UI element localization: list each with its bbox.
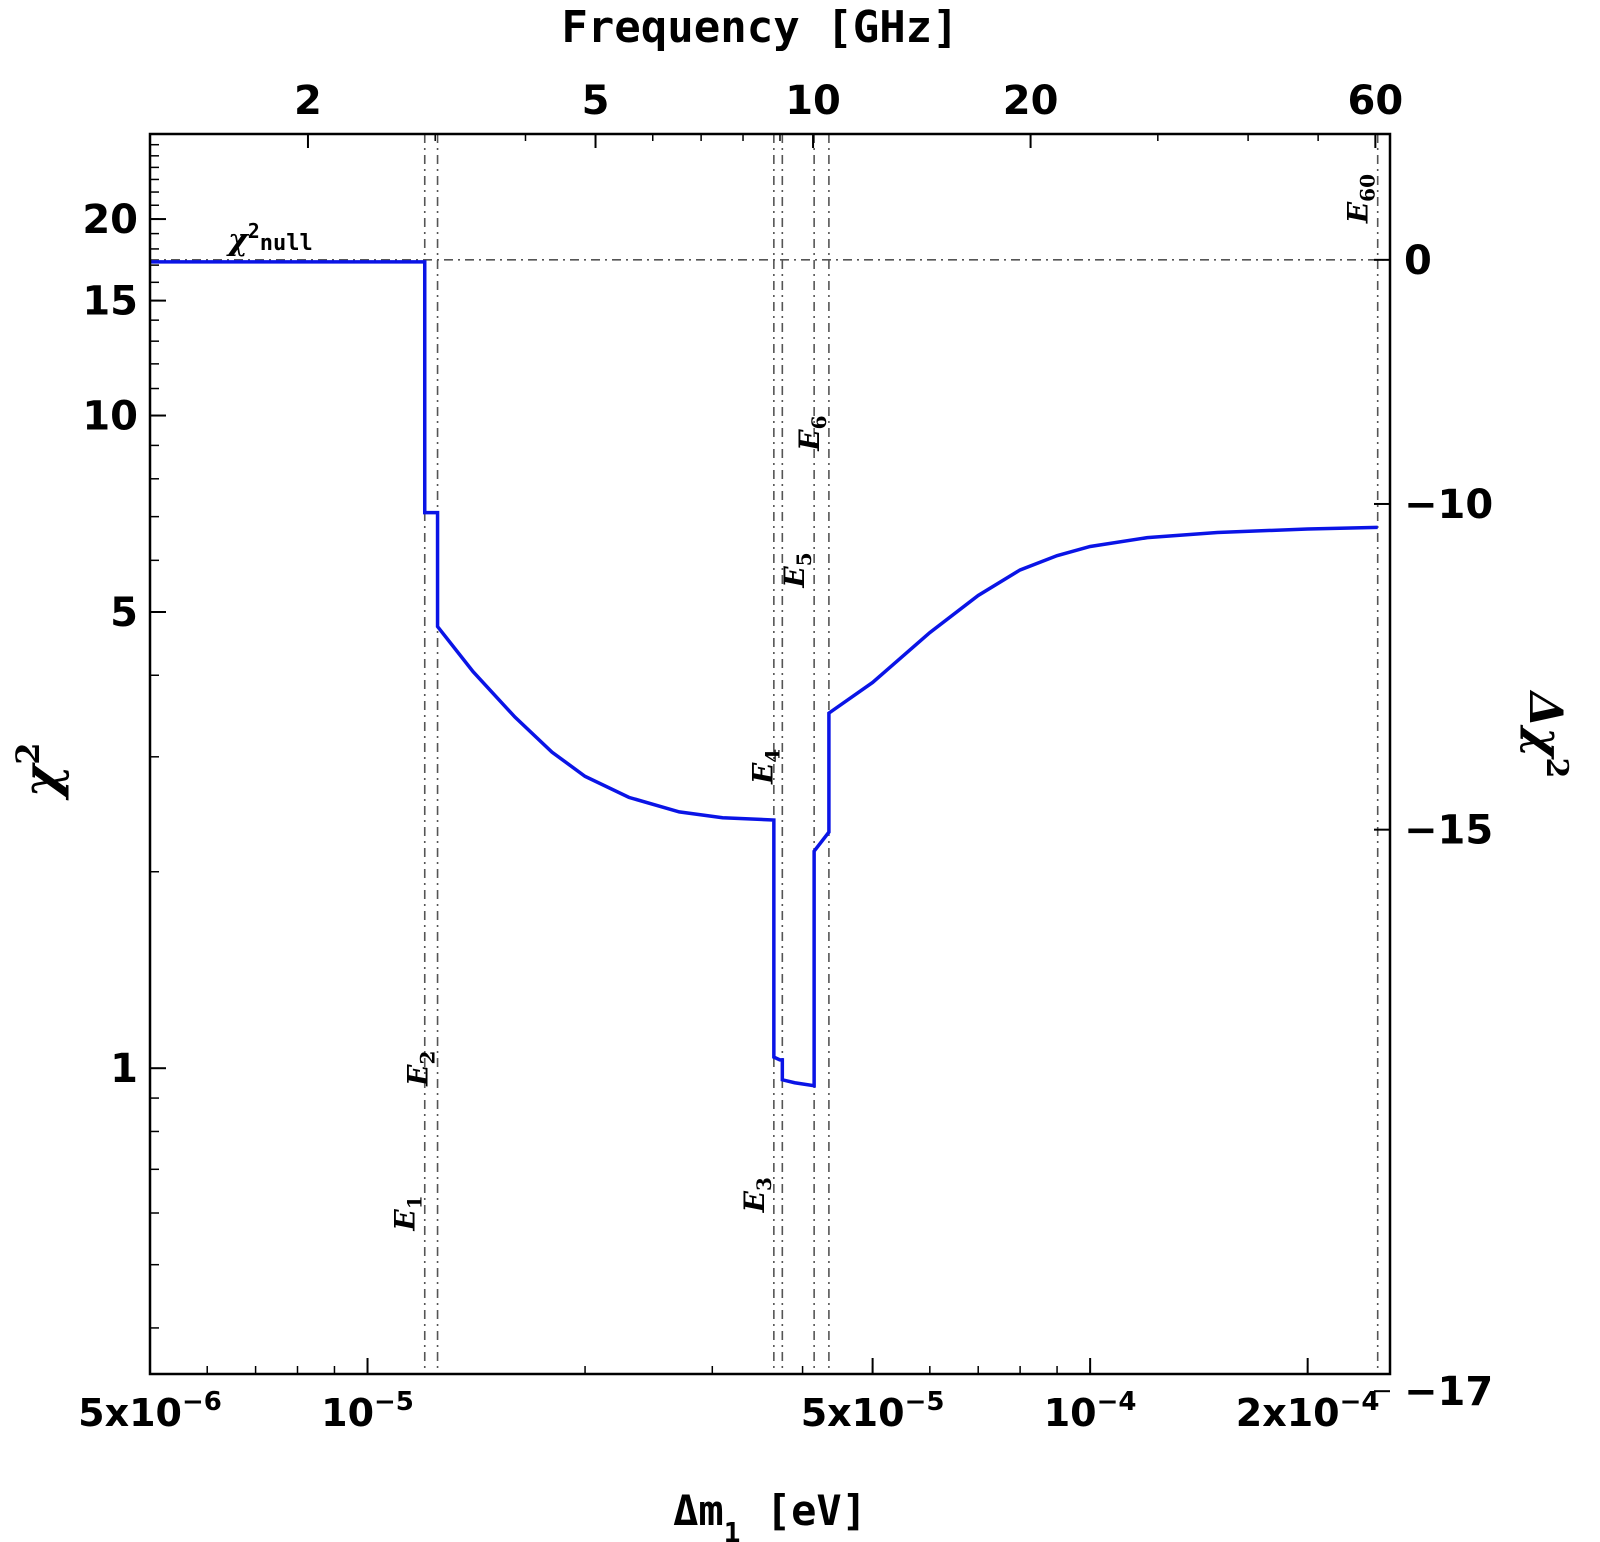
y-tick-label: 20	[82, 197, 138, 243]
threshold-label-letter: E	[746, 762, 779, 785]
series-line-0	[150, 260, 1378, 1088]
chi2-null-label-base: χ	[226, 223, 250, 258]
reference-lines	[150, 134, 1390, 1374]
x-tick-exponent: −4	[1340, 1387, 1380, 1417]
x-axis-title: Δm1 [eV]	[673, 1486, 867, 1542]
right-axis-title: Δχ2	[1519, 690, 1575, 779]
x-tick-label: 10−5	[321, 1387, 414, 1435]
threshold-label-sub: 5	[792, 552, 816, 566]
threshold-label-e2: E2	[402, 1051, 440, 1087]
chi2-null-label: χ2null	[226, 219, 313, 258]
threshold-label-e5: E5	[778, 552, 816, 588]
threshold-label-letter: E	[402, 1064, 435, 1087]
top-tick-label: 10	[785, 78, 841, 124]
threshold-label-e1: E1	[389, 1195, 427, 1231]
threshold-label-sub: 60	[1356, 174, 1380, 202]
series-layer	[150, 260, 1378, 1088]
right-tick-label: −15	[1404, 808, 1493, 854]
y-axis-title-base: χ	[11, 762, 70, 801]
threshold-label-letter: E	[738, 1190, 771, 1213]
right-tick-label: −10	[1404, 482, 1493, 528]
x-axis-title-suffix: [eV]	[741, 1486, 867, 1535]
threshold-label-sub: 1	[403, 1195, 427, 1209]
top-tick-label: 20	[1003, 78, 1059, 124]
x-tick-exponent: −5	[905, 1387, 945, 1417]
chi2-null-label-sub: null	[260, 231, 313, 256]
threshold-label-sub: 6	[807, 415, 831, 429]
x-tick-mantissa: 10	[1044, 1391, 1097, 1435]
right-axis-title-base: Δχ	[1519, 690, 1573, 761]
x-tick-mantissa: 2x10	[1236, 1391, 1340, 1435]
threshold-label-letter: E	[389, 1209, 422, 1232]
top-tick-label: 60	[1348, 78, 1404, 124]
y-axis-title: χ2	[9, 742, 70, 800]
threshold-label-letter: E	[793, 429, 826, 452]
x-tick-mantissa: 10	[321, 1391, 374, 1435]
threshold-label-letter: E	[778, 566, 811, 589]
plot-frame	[148, 132, 1392, 1376]
y-tick-label: 15	[82, 279, 138, 325]
threshold-label-sub: 4	[760, 749, 784, 763]
threshold-label-e6: E6	[793, 415, 831, 451]
x-axis-title-sub: 1	[724, 1516, 741, 1542]
y-tick-label: 5	[110, 590, 138, 636]
top-axis-title: Frequency [GHz]	[561, 2, 958, 53]
x-axis-title-prefix: Δm	[673, 1486, 724, 1535]
y-tick-label: 1	[110, 1046, 138, 1092]
x-tick-label: 10−4	[1044, 1387, 1137, 1435]
right-axis-title-sup: 2	[1540, 758, 1575, 779]
x-tick-exponent: −5	[374, 1387, 414, 1417]
threshold-label-sub: 3	[752, 1177, 776, 1191]
y-tick-label: 10	[82, 394, 138, 440]
threshold-label-e60: E60	[1342, 174, 1380, 224]
x-tick-label: 5x10−6	[78, 1387, 222, 1435]
x-tick-exponent: −6	[182, 1387, 222, 1417]
right-tick-label: 0	[1404, 238, 1432, 284]
x-tick-mantissa: 5x10	[78, 1391, 182, 1435]
right-tick-label: −17	[1404, 1369, 1493, 1415]
x-tick-label: 2x10−4	[1236, 1387, 1380, 1435]
chi2-null-label-sup: 2	[248, 219, 260, 243]
y-axis-title-sup: 2	[9, 742, 47, 764]
threshold-label-letter: E	[1342, 201, 1375, 224]
x-tick-mantissa: 5x10	[801, 1391, 905, 1435]
x-tick-label: 5x10−5	[801, 1387, 945, 1435]
x-tick-exponent: −4	[1097, 1387, 1137, 1417]
top-tick-label: 5	[582, 78, 610, 124]
threshold-label-sub: 2	[416, 1051, 440, 1065]
threshold-label-e3: E3	[738, 1177, 776, 1213]
top-tick-label: 2	[294, 78, 322, 124]
threshold-label-e4: E4	[746, 749, 784, 785]
